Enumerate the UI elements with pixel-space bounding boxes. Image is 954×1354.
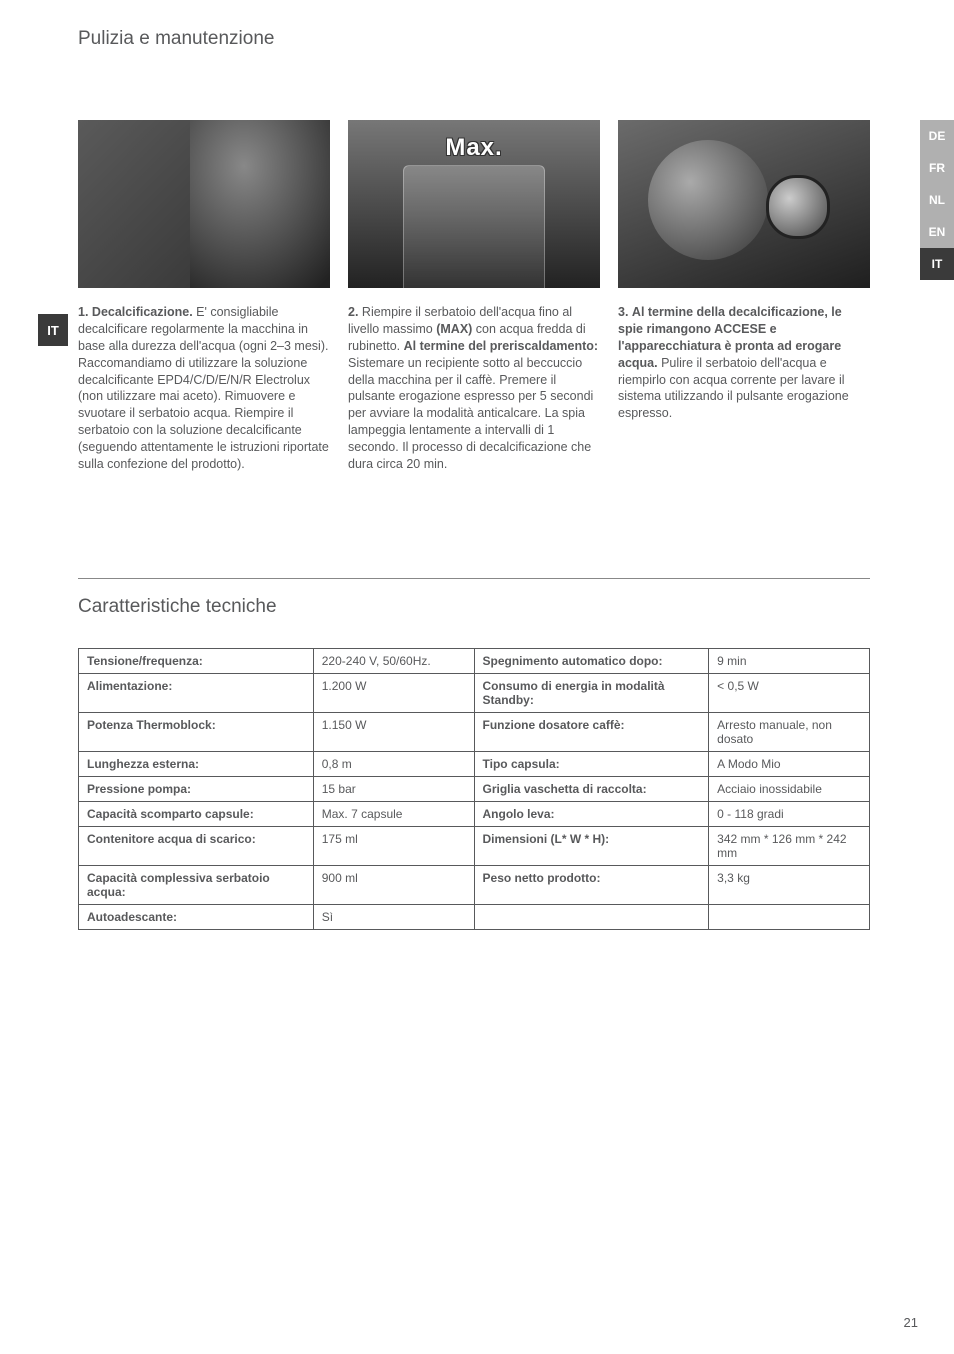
step-2-rest: Sistemare un recipiente sotto al beccucc… <box>348 356 593 471</box>
spec-label: Peso netto prodotto: <box>474 866 709 905</box>
step-2: Max. 2. Riempire il serbatoio dell'acqua… <box>348 120 600 473</box>
table-row: Potenza Thermoblock:1.150 WFunzione dosa… <box>79 713 870 752</box>
spec-value: 1.150 W <box>313 713 474 752</box>
page-number: 21 <box>904 1315 918 1330</box>
spec-label: Dimensioni (L* W * H): <box>474 827 709 866</box>
step-3: 3. Al termine della decalcificazione, le… <box>618 120 870 473</box>
spec-value: 1.200 W <box>313 674 474 713</box>
table-row: Pressione pompa:15 barGriglia vaschetta … <box>79 777 870 802</box>
spec-label: Griglia vaschetta di raccolta: <box>474 777 709 802</box>
spec-label: Capacità complessiva serbatoio acqua: <box>79 866 314 905</box>
step-3-text: 3. Al termine della decalcificazione, le… <box>618 304 870 422</box>
step-1-num: 1. <box>78 305 88 319</box>
section-spec-title: Caratteristiche tecniche <box>78 596 277 618</box>
spec-value: Max. 7 capsule <box>313 802 474 827</box>
spec-value <box>709 905 870 930</box>
spec-label: Contenitore acqua di scarico: <box>79 827 314 866</box>
page-title: Pulizia e manutenzione <box>78 28 274 50</box>
spec-value: 9 min <box>709 649 870 674</box>
step-1-text: 1. Decalcificazione. E' consigliabile de… <box>78 304 330 473</box>
spec-label: Tipo capsula: <box>474 752 709 777</box>
table-row: Autoadescante:Sì <box>79 905 870 930</box>
spec-value: 15 bar <box>313 777 474 802</box>
cup-icon <box>792 194 812 210</box>
step-1-rest: E' consigliabile decalcificare regolarme… <box>78 305 329 471</box>
spec-label: Funzione dosatore caffè: <box>474 713 709 752</box>
spec-value: < 0,5 W <box>709 674 870 713</box>
table-row: Alimentazione:1.200 WConsumo di energia … <box>79 674 870 713</box>
spec-label: Pressione pompa: <box>79 777 314 802</box>
spec-label: Autoadescante: <box>79 905 314 930</box>
spec-label: Tensione/frequenza: <box>79 649 314 674</box>
spec-label: Angolo leva: <box>474 802 709 827</box>
divider <box>78 578 870 579</box>
lang-tab-de: DE <box>920 120 954 152</box>
table-row: Capacità scomparto capsule:Max. 7 capsul… <box>79 802 870 827</box>
spec-value: 3,3 kg <box>709 866 870 905</box>
step-2-text: 2. Riempire il serbatoio dell'acqua fino… <box>348 304 600 473</box>
table-row: Capacità complessiva serbatoio acqua:900… <box>79 866 870 905</box>
step-2-bold1: (MAX) <box>436 322 472 336</box>
spec-value: 0 - 118 gradi <box>709 802 870 827</box>
spec-label: Capacità scomparto capsule: <box>79 802 314 827</box>
lang-tab-en: EN <box>920 216 954 248</box>
spec-label: Potenza Thermoblock: <box>79 713 314 752</box>
figure-3-image <box>618 120 870 288</box>
step-2-num: 2. <box>348 305 358 319</box>
figure-1-image <box>78 120 330 288</box>
lang-tab-it: IT <box>920 248 954 280</box>
spec-table: Tensione/frequenza:220-240 V, 50/60Hz.Sp… <box>78 648 870 930</box>
spec-label: Lunghezza esterna: <box>79 752 314 777</box>
spec-value: Acciaio inossidabile <box>709 777 870 802</box>
spec-value: 220-240 V, 50/60Hz. <box>313 649 474 674</box>
step-1-lead: Decalcificazione. <box>92 305 193 319</box>
lang-tabs-right: DE FR NL EN IT <box>920 120 954 280</box>
step-2-bold2: Al termine del preriscaldamento: <box>404 339 599 353</box>
lang-tab-left: IT <box>38 314 68 346</box>
spec-label <box>474 905 709 930</box>
spec-value: 175 ml <box>313 827 474 866</box>
table-row: Tensione/frequenza:220-240 V, 50/60Hz.Sp… <box>79 649 870 674</box>
spec-label: Alimentazione: <box>79 674 314 713</box>
figure-2-image: Max. <box>348 120 600 288</box>
max-label: Max. <box>445 134 502 162</box>
spec-value: 0,8 m <box>313 752 474 777</box>
spec-value: 342 mm * 126 mm * 242 mm <box>709 827 870 866</box>
table-row: Lunghezza esterna:0,8 mTipo capsula:A Mo… <box>79 752 870 777</box>
spec-label: Spegnimento automatico dopo: <box>474 649 709 674</box>
spec-value: Sì <box>313 905 474 930</box>
spec-label: Consumo di energia in modalità Standby: <box>474 674 709 713</box>
step-1: 1. Decalcificazione. E' consigliabile de… <box>78 120 330 473</box>
spec-value: A Modo Mio <box>709 752 870 777</box>
lang-tab-nl: NL <box>920 184 954 216</box>
step-3-num: 3. <box>618 305 628 319</box>
lang-tab-fr: FR <box>920 152 954 184</box>
spec-value: Arresto manuale, non dosato <box>709 713 870 752</box>
spec-value: 900 ml <box>313 866 474 905</box>
table-row: Contenitore acqua di scarico:175 mlDimen… <box>79 827 870 866</box>
figure-row: 1. Decalcificazione. E' consigliabile de… <box>78 120 870 473</box>
